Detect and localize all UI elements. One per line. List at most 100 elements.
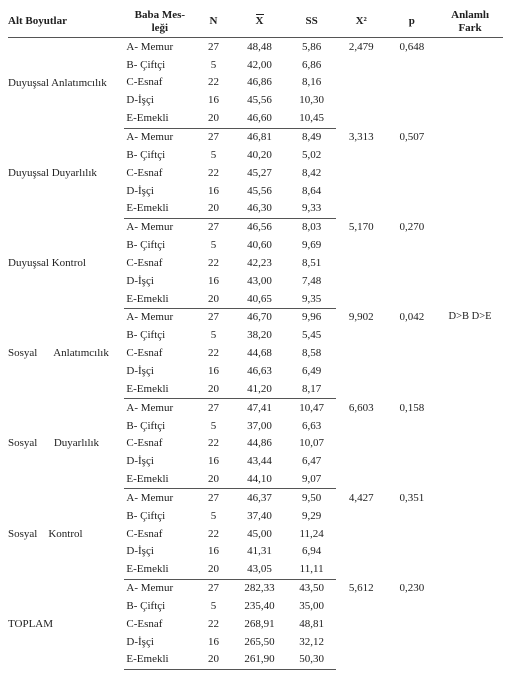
n-cell: 5 (195, 56, 231, 74)
n-cell: 27 (195, 128, 231, 146)
occupation-cell: E-Emekli (124, 290, 195, 308)
n-cell: 22 (195, 254, 231, 272)
occupation-cell: E-Emekli (124, 561, 195, 579)
n-cell: 16 (195, 92, 231, 110)
col-header-occ: Baba Mes- leği (124, 6, 195, 38)
n-cell: 22 (195, 164, 231, 182)
mean-cell: 38,20 (232, 327, 288, 345)
ss-cell: 9,29 (287, 507, 336, 525)
ss-cell: 8,64 (287, 182, 336, 200)
group-label: Sosyal Duyarlılık (8, 399, 124, 489)
occupation-cell: C-Esnaf (124, 615, 195, 633)
group-label: TOPLAM (8, 579, 124, 669)
occupation-cell: D-İşçi (124, 92, 195, 110)
n-cell: 27 (195, 579, 231, 597)
mean-cell: 268,91 (232, 615, 288, 633)
n-cell: 5 (195, 237, 231, 255)
col-header-fark: Anlamlı Fark (437, 6, 503, 38)
chi-square-cell: 2,479 (336, 38, 387, 128)
chi-square-cell: 6,603 (336, 399, 387, 489)
occupation-cell: A- Memur (124, 38, 195, 56)
ss-cell: 9,69 (287, 237, 336, 255)
chi-square-cell: 5,612 (336, 579, 387, 669)
occupation-cell: B- Çiftçi (124, 237, 195, 255)
occupation-cell: E-Emekli (124, 110, 195, 128)
n-cell: 20 (195, 561, 231, 579)
col-header-n: N (195, 6, 231, 38)
mean-cell: 45,56 (232, 92, 288, 110)
mean-cell: 45,56 (232, 182, 288, 200)
n-cell: 20 (195, 651, 231, 669)
n-cell: 27 (195, 489, 231, 507)
n-cell: 16 (195, 362, 231, 380)
mean-cell: 265,50 (232, 633, 288, 651)
significant-difference-cell (437, 218, 503, 308)
mean-cell: 43,05 (232, 561, 288, 579)
occupation-cell: D-İşçi (124, 543, 195, 561)
mean-cell: 43,00 (232, 272, 288, 290)
mean-cell: 46,63 (232, 362, 288, 380)
n-cell: 5 (195, 327, 231, 345)
occupation-cell: E-Emekli (124, 651, 195, 669)
n-cell: 5 (195, 597, 231, 615)
n-cell: 22 (195, 615, 231, 633)
ss-cell: 10,30 (287, 92, 336, 110)
table-row: Duyuşsal KontrolA- Memur2746,568,035,170… (8, 218, 503, 236)
occupation-cell: E-Emekli (124, 380, 195, 398)
occupation-cell: D-İşçi (124, 362, 195, 380)
table-row: Sosyal KontrolA- Memur2746,379,504,4270,… (8, 489, 503, 507)
occupation-cell: A- Memur (124, 128, 195, 146)
mean-cell: 37,00 (232, 417, 288, 435)
ss-cell: 50,30 (287, 651, 336, 669)
occupation-cell: C-Esnaf (124, 345, 195, 363)
ss-cell: 10,45 (287, 110, 336, 128)
ss-cell: 10,47 (287, 399, 336, 417)
mean-cell: 44,10 (232, 471, 288, 489)
n-cell: 20 (195, 110, 231, 128)
ss-cell: 8,17 (287, 380, 336, 398)
occupation-cell: A- Memur (124, 308, 195, 326)
group-label: Duyuşsal Duyarlılık (8, 128, 124, 218)
ss-cell: 32,12 (287, 633, 336, 651)
ss-cell: 9,35 (287, 290, 336, 308)
n-cell: 27 (195, 218, 231, 236)
group-label: Duyuşsal Anlatımcılık (8, 38, 124, 128)
mean-cell: 45,00 (232, 525, 288, 543)
ss-cell: 6,63 (287, 417, 336, 435)
col-header-ss: SS (287, 6, 336, 38)
n-cell: 20 (195, 380, 231, 398)
chi-square-cell: 5,170 (336, 218, 387, 308)
mean-cell: 235,40 (232, 597, 288, 615)
ss-cell: 6,94 (287, 543, 336, 561)
mean-cell: 42,00 (232, 56, 288, 74)
col-header-p: p (387, 6, 438, 38)
ss-cell: 8,03 (287, 218, 336, 236)
col-header-mean: X (232, 6, 288, 38)
mean-cell: 40,20 (232, 146, 288, 164)
mean-cell: 44,68 (232, 345, 288, 363)
mean-cell: 43,44 (232, 453, 288, 471)
chi-square-cell: 9,902 (336, 308, 387, 398)
ss-cell: 6,49 (287, 362, 336, 380)
mean-cell: 44,86 (232, 435, 288, 453)
mean-cell: 46,86 (232, 74, 288, 92)
occupation-cell: A- Memur (124, 399, 195, 417)
mean-cell: 41,20 (232, 380, 288, 398)
ss-cell: 9,07 (287, 471, 336, 489)
occupation-cell: A- Memur (124, 489, 195, 507)
occupation-cell: B- Çiftçi (124, 417, 195, 435)
ss-cell: 11,24 (287, 525, 336, 543)
ss-cell: 8,51 (287, 254, 336, 272)
ss-cell: 11,11 (287, 561, 336, 579)
statistics-table: Alt Boyutlar Baba Mes- leği N X SS X² p … (8, 6, 503, 670)
ss-cell: 6,86 (287, 56, 336, 74)
col-header-alt: Alt Boyutlar (8, 6, 124, 38)
n-cell: 16 (195, 453, 231, 471)
n-cell: 20 (195, 290, 231, 308)
p-value-cell: 0,158 (387, 399, 438, 489)
occupation-cell: C-Esnaf (124, 525, 195, 543)
ss-cell: 9,96 (287, 308, 336, 326)
occupation-cell: D-İşçi (124, 453, 195, 471)
mean-cell: 46,60 (232, 110, 288, 128)
table-row: Duyuşsal DuyarlılıkA- Memur2746,818,493,… (8, 128, 503, 146)
